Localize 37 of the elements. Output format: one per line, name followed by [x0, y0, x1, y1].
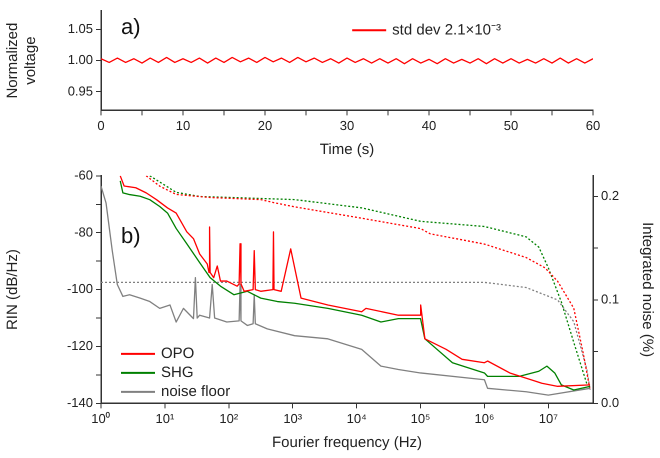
x-tick-label: 10¹ [156, 410, 175, 426]
annotation: b) [121, 222, 141, 248]
x-tick-label: 10² [219, 410, 239, 426]
legend-label: std dev 2.1×10⁻³ [392, 21, 502, 38]
y-axis-title: RIN (dB/Hz) [4, 249, 22, 330]
y2-tick-label: 0.1 [601, 292, 620, 307]
x-axis-title: Fourier frequency (Hz) [272, 434, 422, 452]
x-tick-label: 10⁵ [410, 410, 430, 426]
x-tick-label: 50 [504, 118, 518, 133]
legend-label: OPO [161, 345, 194, 362]
y-axis-title: Normalized voltage [4, 22, 40, 99]
x-tick-label: 10⁶ [474, 410, 494, 426]
y-tick-label: -60 [74, 167, 93, 182]
x-tick-label: 30 [340, 118, 354, 133]
x-axis-title: Time (s) [320, 141, 374, 158]
legend-label: noise floor [161, 383, 230, 400]
y-tick-label: -140 [66, 394, 93, 410]
x-tick-label: 10⁴ [346, 410, 367, 426]
annotation: a) [121, 14, 141, 39]
x-tick-label: 10³ [283, 410, 303, 426]
x-tick-label: 60 [586, 118, 600, 133]
x-tick-label: 40 [422, 118, 436, 133]
x-tick-label: 10 [176, 118, 190, 133]
y-tick-label: 0.95 [68, 83, 93, 98]
legend-label: SHG [161, 364, 194, 382]
y-tick-label: 1.05 [68, 21, 93, 36]
x-tick-label: 0 [97, 118, 105, 133]
y-tick-label: 1.00 [68, 52, 93, 68]
y-tick-label: -120 [66, 338, 93, 354]
y2-tick-label: 0.0 [601, 394, 620, 410]
x-tick-label: 20 [258, 118, 272, 133]
y-tick-label: -80 [74, 224, 93, 240]
x-tick-label: 10⁷ [538, 410, 558, 426]
y2-tick-label: 0.2 [601, 188, 620, 204]
y-tick-label: -100 [66, 281, 93, 296]
y2-axis-title: Integrated noise (%) [638, 222, 656, 358]
x-tick-label: 10⁰ [91, 410, 111, 426]
